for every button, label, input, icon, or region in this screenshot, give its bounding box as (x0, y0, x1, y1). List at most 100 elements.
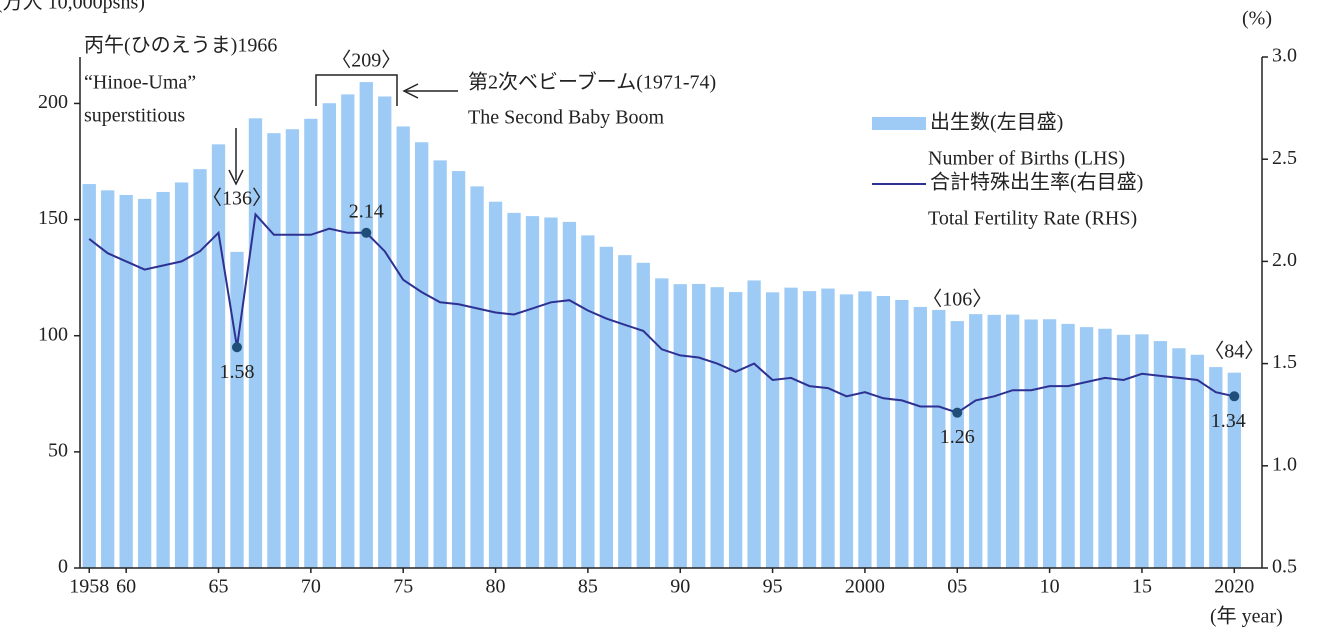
bar (433, 160, 447, 568)
y2-axis-label: (%) (1242, 8, 1272, 30)
bar (1153, 341, 1168, 568)
legend-sublabel: Total Fertility Rate (RHS) (928, 208, 1137, 230)
bar (174, 182, 189, 568)
arrow-head (402, 83, 419, 99)
annotation: superstitious (84, 105, 185, 127)
data-label: 1.26 (940, 426, 975, 448)
bar (876, 296, 891, 568)
bar (470, 186, 484, 568)
bar (378, 96, 392, 569)
bar (488, 201, 503, 568)
legend-label: 出生数(左目盛) (930, 111, 1063, 134)
legend-label: 合計特殊出生率(右目盛) (930, 171, 1143, 194)
x-tick-label: 65 (209, 576, 229, 598)
data-label: 〈209〉 (331, 50, 401, 72)
bar (507, 212, 521, 569)
bar (359, 82, 373, 569)
annotation: The Second Baby Boom (468, 107, 665, 129)
data-label: 1.58 (219, 361, 254, 383)
bar (156, 191, 170, 569)
plot: 〈136〉 〈209〉〈106〉〈84〉 1.58 2.14 1.26 1.34 05 0 10… (38, 45, 1297, 598)
point (952, 407, 963, 418)
bar (1190, 354, 1205, 568)
y2-tick-label: 0.5 (1272, 556, 1297, 578)
data-label: 1.34 (1211, 410, 1246, 432)
bar (728, 292, 743, 568)
bar (636, 262, 650, 568)
bar (415, 142, 429, 569)
bar (895, 299, 909, 568)
y-tick-label: 0 (58, 556, 68, 578)
x-tick-label: 70 (301, 576, 321, 598)
x-tick-label: 2000 (845, 576, 885, 598)
bar (101, 190, 115, 569)
bar (784, 287, 798, 568)
bar (765, 292, 780, 568)
bar (1006, 314, 1020, 568)
point (361, 227, 372, 238)
bar (932, 309, 946, 568)
annotation: “Hinoe-Uma” (84, 72, 196, 94)
legend-swatch (872, 117, 926, 130)
bar (673, 284, 687, 568)
bar (1227, 372, 1241, 568)
bar (396, 126, 410, 568)
data-label: 2.14 (349, 200, 384, 222)
bar (821, 288, 835, 568)
bar (82, 184, 96, 569)
x-tick-label: 80 (486, 576, 506, 598)
bar (248, 118, 263, 568)
y2-tick-label: 2.5 (1272, 147, 1297, 169)
x-tick-label: 85 (578, 576, 598, 598)
arrow-head (228, 169, 244, 186)
bar (581, 235, 595, 569)
y-axis-label: (万人 10,000psns) (0, 0, 145, 14)
bar (747, 280, 761, 568)
bar (1098, 328, 1112, 568)
data-label: 〈136〉 (202, 187, 272, 209)
bar (1135, 334, 1149, 568)
x-axis-label: (年 year) (1210, 605, 1283, 628)
bar (304, 118, 318, 568)
bar (544, 217, 558, 568)
bar (692, 283, 706, 568)
y2-tick-label: 1.0 (1272, 453, 1297, 475)
bar (1024, 319, 1038, 568)
annotation: 第2次ベビーブーム(1971-74) (468, 70, 716, 94)
bar (341, 94, 355, 569)
bar (710, 287, 724, 568)
bar (451, 171, 466, 569)
bar (1042, 319, 1057, 568)
y-tick-label: 200 (38, 91, 68, 113)
data-label: 〈106〉 (922, 289, 992, 311)
x-tick-label: 2020 (1214, 576, 1254, 598)
bar (1116, 334, 1131, 568)
annotation: 丙午(ひのえうま)1966 (84, 34, 277, 57)
legend: 出生数(左目盛) Number of Births (LHS) 合計特殊出生率(… (872, 111, 1143, 230)
bar (969, 314, 983, 568)
x-tick-label: 05 (947, 576, 967, 598)
data-label: 〈84〉 (1204, 340, 1264, 362)
x-tick-label: 90 (670, 576, 690, 598)
y2-tick-label: 2.0 (1272, 249, 1297, 271)
line (88, 212, 1235, 414)
x-tick-label: 60 (116, 576, 136, 598)
bar (562, 221, 577, 568)
x-tick-label: 10 (1040, 576, 1060, 598)
legend-sublabel: Number of Births (LHS) (928, 148, 1125, 170)
bar (802, 291, 817, 568)
y2-tick-label: 3.0 (1272, 45, 1297, 67)
y-tick-label: 100 (38, 323, 68, 345)
bar (913, 306, 927, 568)
y-tick-label: 150 (38, 207, 68, 229)
bar (987, 314, 1001, 568)
point (231, 342, 242, 353)
bar (1209, 367, 1223, 568)
bar (618, 255, 632, 568)
bar (858, 291, 872, 568)
bar (950, 321, 964, 568)
y2-tick-label: 1.5 (1272, 351, 1297, 373)
bracket (315, 74, 398, 106)
bar (655, 278, 669, 568)
